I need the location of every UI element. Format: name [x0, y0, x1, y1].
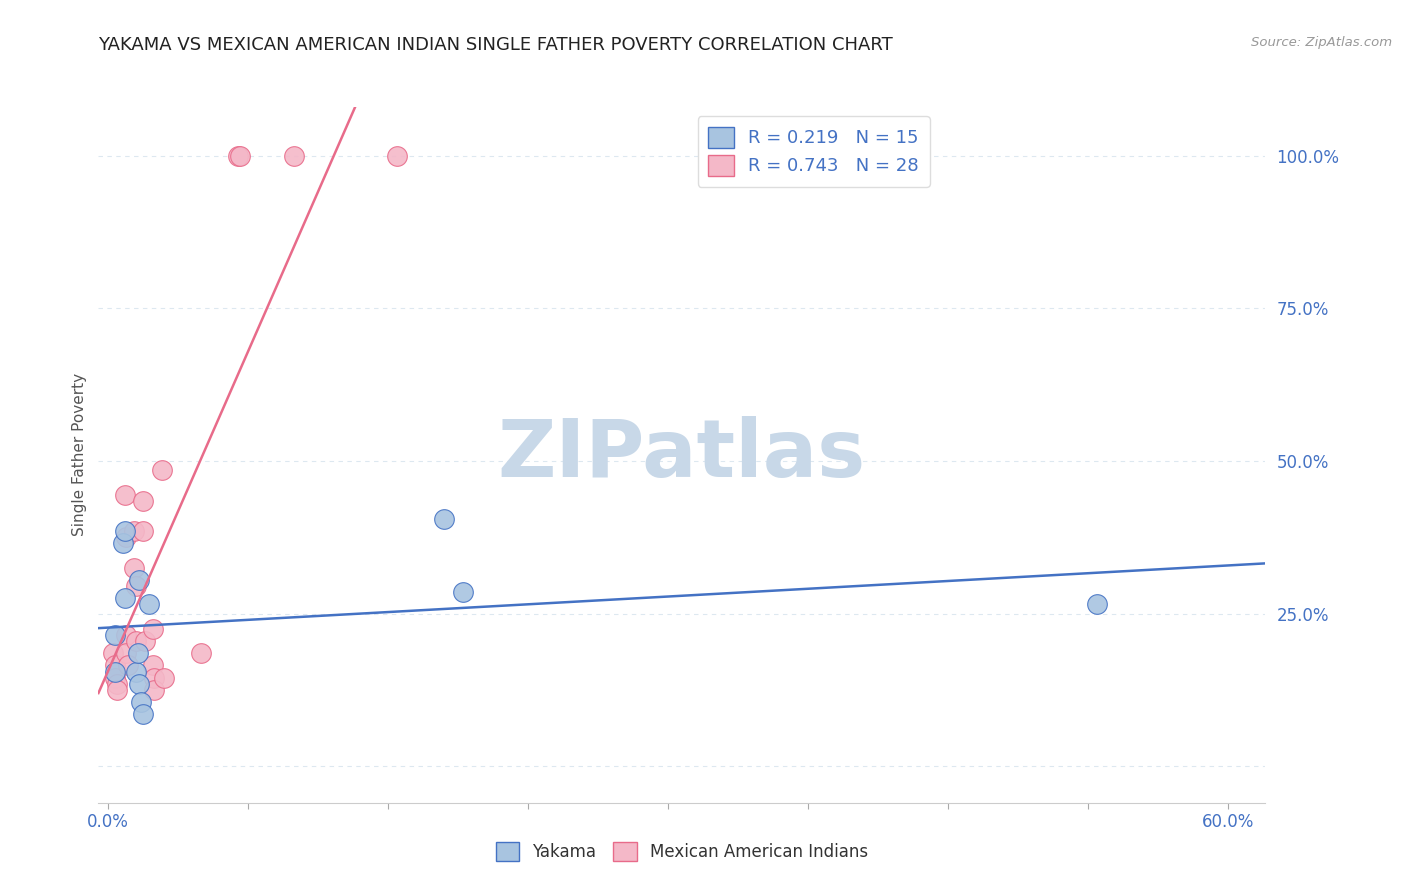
Point	[115, 628, 138, 642]
Point	[105, 682, 128, 697]
Point	[142, 658, 165, 673]
Point	[115, 646, 138, 660]
Point	[105, 677, 128, 691]
Point	[103, 646, 125, 660]
Point	[114, 591, 136, 606]
Point	[114, 524, 136, 539]
Point	[132, 493, 155, 508]
Point	[134, 634, 156, 648]
Point	[122, 524, 145, 539]
Point	[152, 671, 174, 685]
Point	[114, 487, 136, 501]
Point	[190, 646, 212, 660]
Point	[131, 695, 153, 709]
Point	[115, 530, 138, 544]
Point	[128, 677, 150, 691]
Point	[229, 149, 252, 163]
Point	[385, 149, 408, 163]
Point	[143, 671, 166, 685]
Point	[283, 149, 305, 163]
Point	[150, 463, 173, 477]
Point	[132, 524, 155, 539]
Point	[132, 707, 155, 722]
Point	[127, 646, 149, 660]
Y-axis label: Single Father Poverty: Single Father Poverty	[72, 374, 87, 536]
Text: Source: ZipAtlas.com: Source: ZipAtlas.com	[1251, 36, 1392, 49]
Point	[117, 658, 139, 673]
Point	[128, 573, 150, 587]
Point	[104, 658, 127, 673]
Point	[104, 628, 127, 642]
Point	[1085, 598, 1108, 612]
Point	[143, 682, 166, 697]
Point	[142, 622, 165, 636]
Point	[138, 598, 160, 612]
Point	[125, 665, 148, 679]
Point	[125, 579, 148, 593]
Text: ZIPatlas: ZIPatlas	[498, 416, 866, 494]
Point	[228, 149, 250, 163]
Point	[111, 536, 134, 550]
Point	[125, 634, 148, 648]
Text: YAKAMA VS MEXICAN AMERICAN INDIAN SINGLE FATHER POVERTY CORRELATION CHART: YAKAMA VS MEXICAN AMERICAN INDIAN SINGLE…	[98, 36, 893, 54]
Legend: Yakama, Mexican American Indians: Yakama, Mexican American Indians	[486, 831, 877, 871]
Point	[433, 512, 456, 526]
Point	[104, 665, 127, 679]
Point	[104, 671, 127, 685]
Point	[122, 561, 145, 575]
Point	[451, 585, 474, 599]
